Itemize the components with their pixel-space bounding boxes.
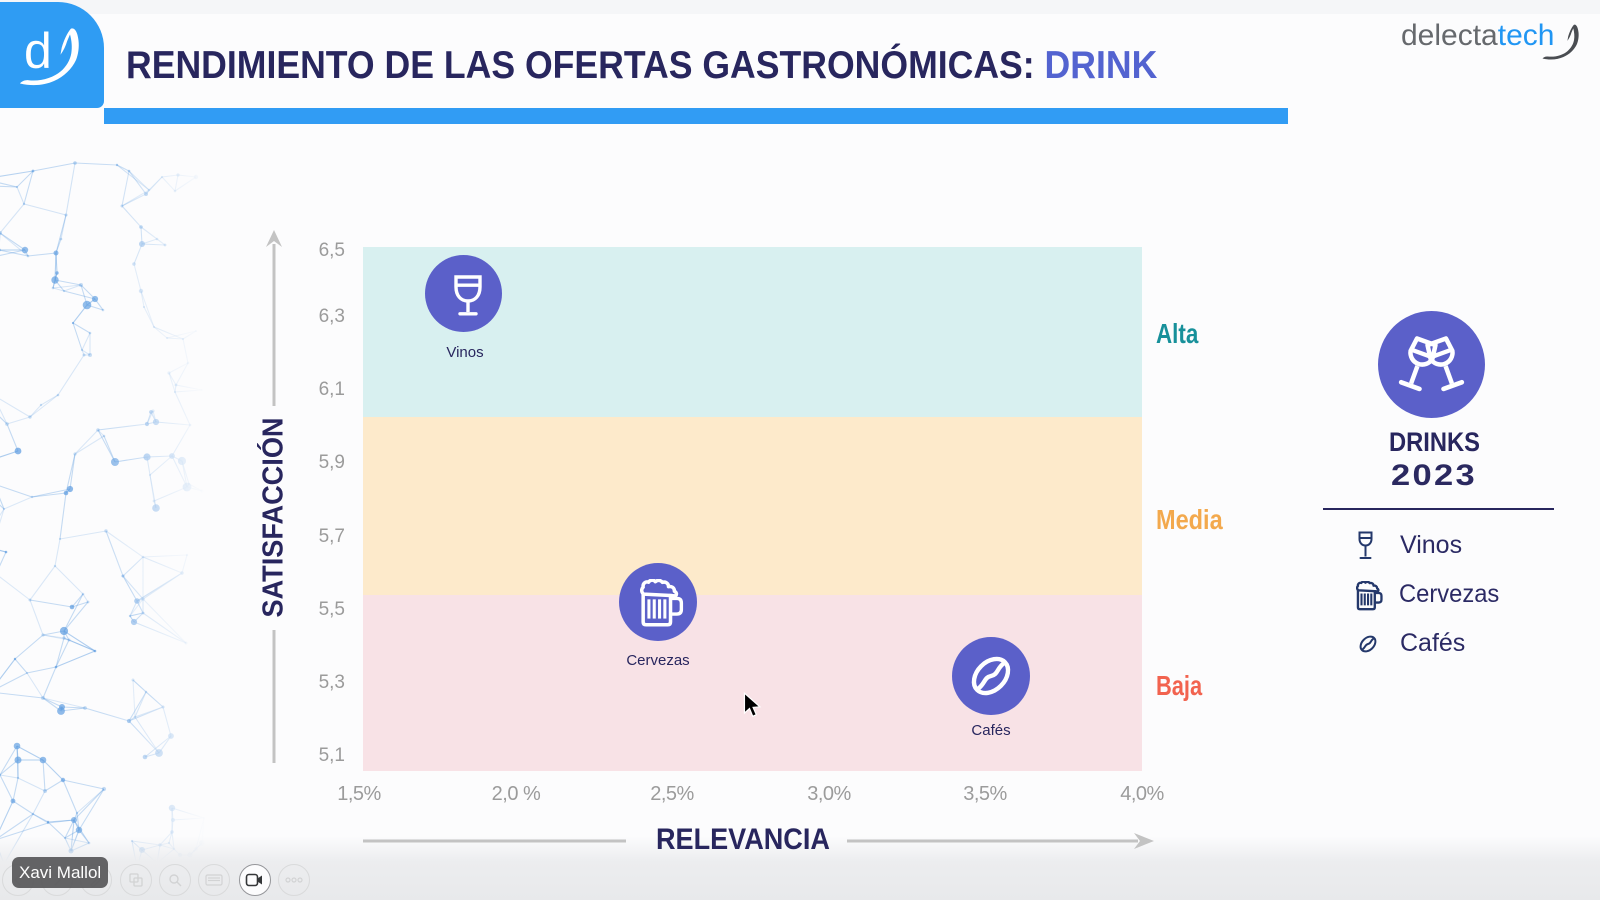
- svg-text:d: d: [24, 23, 52, 79]
